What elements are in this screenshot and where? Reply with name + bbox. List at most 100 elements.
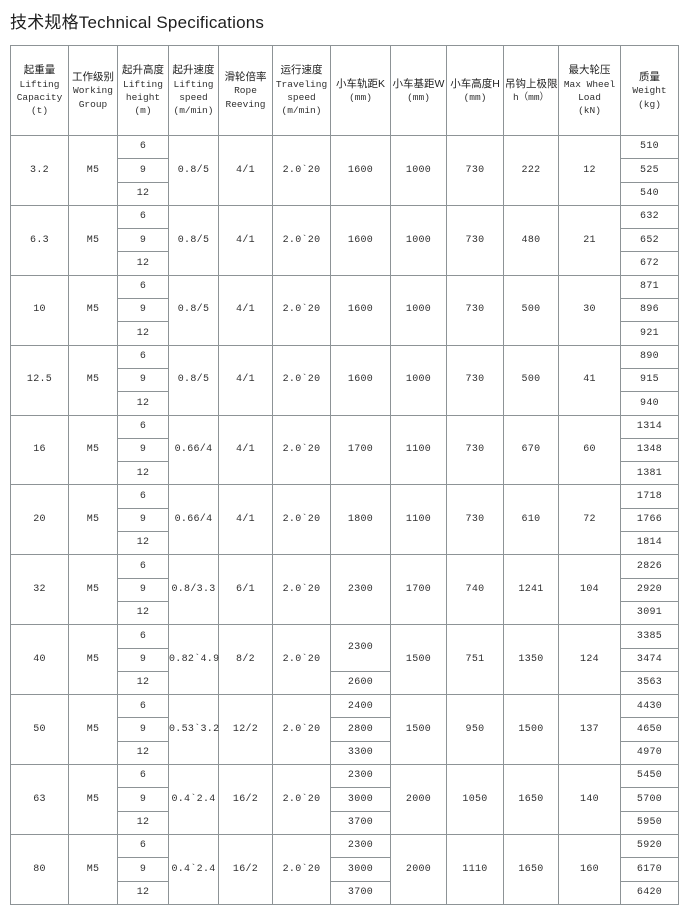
- cell-base-w: 1500: [390, 624, 447, 696]
- cell-weight: 5950: [620, 810, 679, 835]
- cell-rope-reeving-value: 6/1: [236, 584, 255, 596]
- column-header-en: Weight: [632, 85, 667, 97]
- cell-weight-value: 1718: [636, 490, 663, 502]
- cell-working-group: M5: [68, 624, 118, 696]
- cell-weight: 890: [620, 344, 679, 369]
- cell-gauge-k-value: 1600: [347, 304, 374, 316]
- cell-traveling-speed: 2.0`20: [272, 764, 331, 835]
- table-row: 6.3 M5 6 0.8/5 4/1 2.0`20 1600 1000 730 480 21 632: [10, 204, 679, 276]
- cell-lifting-height-value: 9: [139, 374, 147, 386]
- cell-max-wheel-load-value: 140: [580, 793, 599, 805]
- cell-working-group-value: M5: [86, 304, 100, 316]
- cell-traveling-speed-value: 2.0`20: [282, 584, 321, 596]
- cell-lifting-capacity-value: 40: [33, 653, 46, 665]
- column-header-en: (t): [30, 105, 49, 117]
- cell-base-w-value: 1500: [405, 723, 432, 735]
- cell-lifting-height-value: 12: [136, 327, 150, 339]
- cell-max-wheel-load: 21: [558, 204, 621, 276]
- cell-rope-reeving-value: 4/1: [236, 514, 255, 526]
- cell-lifting-height-value: 6: [139, 770, 147, 782]
- cell-max-wheel-load: 124: [558, 624, 621, 696]
- cell-lifting-height: 12: [117, 181, 169, 206]
- cell-lifting-speed: 0.82`4.9: [168, 624, 219, 696]
- cell-rope-reeving: 16/2: [218, 833, 273, 905]
- cell-traveling-speed-value: 2.0`20: [282, 653, 321, 665]
- cell-weight-value: 672: [640, 257, 659, 269]
- cell-base-w: 1700: [390, 554, 447, 626]
- cell-lifting-capacity: 63: [10, 764, 69, 835]
- cell-lifting-height-value: 9: [139, 234, 147, 246]
- cell-rope-reeving: 4/1: [218, 135, 273, 206]
- cell-working-group-value: M5: [86, 234, 100, 246]
- cell-lifting-speed: 0.53`3.2: [168, 694, 219, 766]
- cell-lifting-height-value: 9: [139, 653, 147, 665]
- cell-lifting-capacity: 16: [10, 414, 69, 486]
- cell-weight: 1718: [620, 484, 679, 509]
- cell-weight-value: 915: [640, 374, 659, 386]
- cell-working-group: M5: [68, 833, 118, 905]
- cell-rope-reeving-value: 4/1: [236, 164, 255, 176]
- column-header-en: Traveling: [275, 78, 328, 90]
- cell-trolley-height: 730: [446, 274, 504, 346]
- cell-lifting-height: 9: [117, 228, 169, 253]
- cell-weight: 2920: [620, 577, 679, 602]
- cell-lifting-height: 9: [117, 577, 169, 602]
- column-header-8: 小车高度H (mm): [446, 45, 504, 136]
- cell-weight-value: 4430: [636, 700, 663, 712]
- table-row: 9 3000 5700: [11, 787, 679, 812]
- cell-gauge-k: 2300: [330, 624, 391, 672]
- column-header-en: Rope: [234, 85, 257, 97]
- cell-hook-limit: 1650: [503, 833, 559, 905]
- column-header-en: (m/min): [173, 105, 214, 117]
- cell-lifting-capacity-value: 32: [33, 584, 46, 596]
- cell-traveling-speed-value: 2.0`20: [282, 514, 321, 526]
- cell-rope-reeving-value: 4/1: [236, 444, 255, 456]
- cell-gauge-k: 3300: [330, 740, 391, 766]
- cell-lifting-height-value: 12: [136, 467, 150, 479]
- table-row: 12 1381: [11, 461, 679, 486]
- cell-base-w: 1500: [390, 694, 447, 766]
- table-row: 9 2920: [11, 577, 679, 602]
- cell-gauge-k-value: 1800: [347, 514, 374, 526]
- cell-lifting-height-value: 9: [139, 793, 147, 805]
- table-row: 12 3091: [11, 600, 679, 626]
- cell-gauge-k-value: 2300: [347, 840, 374, 852]
- table-row: 50 M5 6 0.53`3.2 12/2 2.0`20 2400 1500 950 1500 13…: [10, 694, 679, 766]
- cell-lifting-height-value: 12: [136, 607, 150, 619]
- cell-base-w: 1000: [390, 274, 447, 346]
- cell-lifting-height-value: 12: [136, 886, 150, 898]
- cell-weight: 672: [620, 251, 679, 276]
- cell-working-group: M5: [68, 484, 118, 556]
- cell-working-group-value: M5: [86, 723, 100, 735]
- cell-lifting-height: 6: [117, 554, 169, 579]
- cell-hook-limit: 1350: [503, 624, 559, 696]
- cell-weight: 652: [620, 228, 679, 253]
- cell-weight: 1348: [620, 437, 679, 463]
- cell-lifting-height-value: 9: [139, 723, 147, 735]
- cell-working-group-value: M5: [86, 653, 100, 665]
- cell-lifting-height: 9: [117, 367, 169, 393]
- cell-lifting-capacity-value: 6.3: [30, 234, 49, 246]
- cell-weight: 1766: [620, 507, 679, 533]
- cell-base-w-value: 1000: [405, 234, 432, 246]
- column-header-cn: 小车基距W: [392, 77, 445, 90]
- cell-gauge-k-value: 3700: [347, 817, 374, 828]
- table-row: 3.2 M5 6 0.8/5 4/1 2.0`20 1600 1000 730 222 12 510: [10, 134, 679, 206]
- cell-weight-value: 652: [640, 234, 659, 246]
- column-header-en: (kg): [638, 98, 661, 110]
- cell-weight-value: 6170: [636, 863, 663, 875]
- column-header-en: speed: [179, 91, 208, 103]
- header-row: 起重量 Lifting Capacity (t) 工作级别 Working Group 起升高…: [10, 45, 679, 136]
- cell-lifting-height-value: 6: [139, 351, 147, 363]
- table-row: 12 540: [11, 181, 679, 206]
- cell-lifting-height: 6: [117, 764, 169, 789]
- table-row: 9 525: [11, 158, 679, 183]
- cell-weight-value: 5950: [636, 817, 663, 828]
- cell-traveling-speed-value: 2.0`20: [282, 234, 321, 246]
- cell-weight: 5450: [620, 764, 679, 789]
- cell-weight: 1814: [620, 531, 679, 556]
- column-header-en: Load: [578, 91, 601, 103]
- cell-hook-limit-value: 1241: [518, 584, 544, 596]
- cell-base-w: 1000: [390, 344, 447, 416]
- column-header-0: 起重量 Lifting Capacity (t): [10, 45, 69, 136]
